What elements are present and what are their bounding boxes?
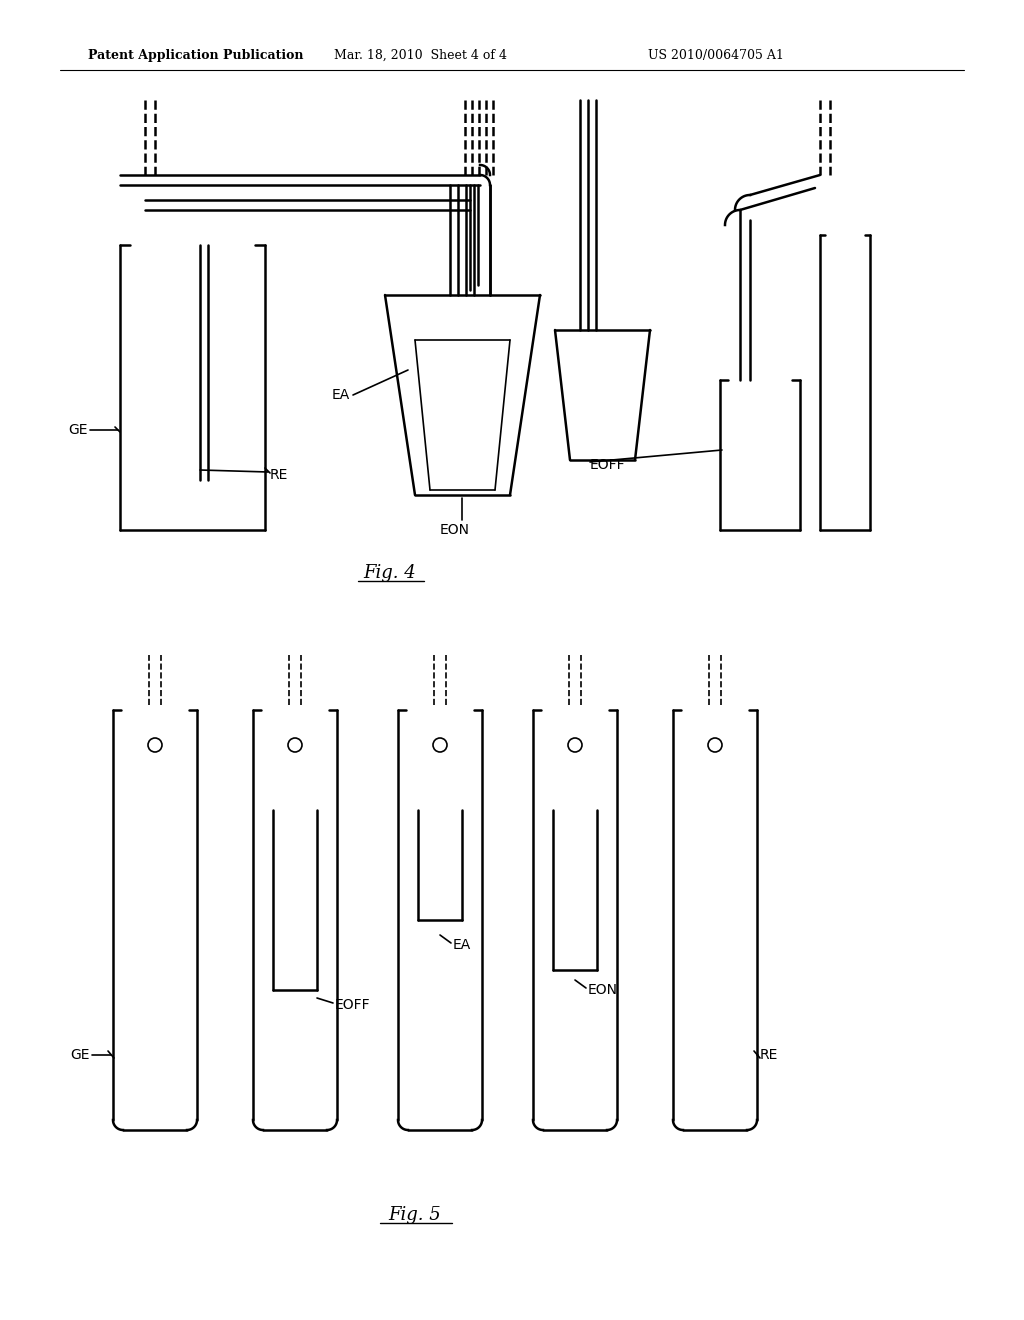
Text: US 2010/0064705 A1: US 2010/0064705 A1 — [648, 49, 784, 62]
Text: EON: EON — [588, 983, 618, 997]
Text: Fig. 4: Fig. 4 — [364, 564, 417, 582]
Text: EOFF: EOFF — [590, 458, 626, 473]
Text: Mar. 18, 2010  Sheet 4 of 4: Mar. 18, 2010 Sheet 4 of 4 — [334, 49, 507, 62]
Text: EOFF: EOFF — [335, 998, 371, 1012]
Text: RE: RE — [270, 469, 289, 482]
Text: EA: EA — [453, 939, 471, 952]
Text: EON: EON — [440, 523, 470, 537]
Text: EA: EA — [332, 388, 350, 403]
Text: Patent Application Publication: Patent Application Publication — [88, 49, 303, 62]
Text: Fig. 5: Fig. 5 — [389, 1206, 441, 1224]
Text: GE: GE — [69, 422, 88, 437]
Text: RE: RE — [760, 1048, 778, 1063]
Text: GE: GE — [71, 1048, 90, 1063]
